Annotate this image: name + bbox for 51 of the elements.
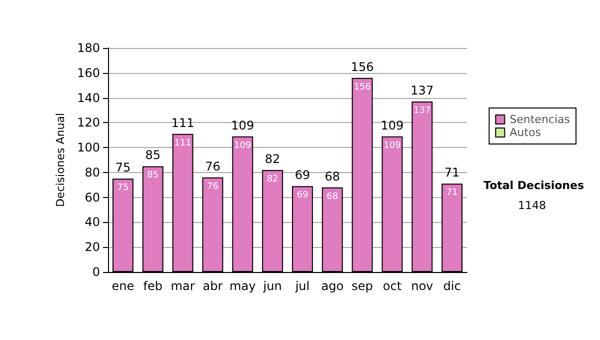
y-tick-label: 180: [77, 41, 100, 55]
text: 1148: [518, 199, 546, 212]
data-label: 68: [326, 192, 338, 202]
total-label: 85: [145, 148, 161, 162]
total-label: 75: [115, 160, 131, 175]
data-label: 71: [446, 188, 458, 198]
total-label: 71: [444, 166, 460, 180]
total-label: 68: [324, 169, 340, 184]
data-label: 111: [174, 138, 192, 148]
total-label: 69: [294, 168, 310, 182]
y-tick-label: 40: [84, 215, 100, 230]
legend-label: Autos: [510, 126, 542, 139]
total-label: 111: [171, 116, 194, 130]
x-tick-label: sep: [352, 279, 373, 293]
data-label: 82: [266, 174, 278, 184]
x-tick-label: feb: [143, 279, 162, 293]
text: Total Decisiones: [484, 179, 584, 192]
y-tick-label: 120: [77, 116, 100, 130]
y-tick-label: 80: [84, 165, 100, 180]
y-axis-title: Decisiones Anual: [54, 112, 68, 208]
data-label: 69: [296, 190, 308, 201]
x-tick-label: jun: [262, 279, 282, 293]
x-tick-label: nov: [411, 279, 434, 293]
y-tick-label: 0: [92, 265, 100, 279]
data-label: 85: [147, 170, 159, 181]
x-tick-label: ene: [112, 279, 134, 293]
data-label: 76: [206, 182, 219, 192]
data-label: 109: [384, 140, 402, 151]
data-label: 75: [117, 183, 129, 194]
x-tick-label: mar: [170, 279, 195, 293]
data-label: 137: [414, 106, 431, 116]
total-label: 109: [380, 118, 404, 132]
total-label: 156: [350, 60, 374, 74]
total-label: 82: [264, 152, 280, 166]
data-label: 109: [234, 140, 252, 151]
y-tick-label: 160: [77, 66, 100, 80]
total-label: 137: [410, 84, 434, 98]
x-tick-label: jul: [294, 279, 310, 293]
x-tick-label: dic: [443, 279, 461, 293]
x-tick-label: abr: [202, 279, 223, 293]
data-label: 156: [354, 82, 372, 92]
y-tick-label: 140: [77, 90, 100, 105]
y-tick-label: 100: [77, 140, 100, 155]
y-tick-label: 60: [84, 190, 100, 204]
x-tick-label: may: [230, 279, 256, 293]
legend-label: Sentencias: [510, 113, 570, 126]
x-tick-label: oct: [382, 279, 402, 293]
total-label: 109: [231, 118, 254, 132]
total-label: 76: [205, 159, 220, 174]
y-tick-label: 20: [84, 240, 100, 254]
x-tick-label: ago: [321, 279, 344, 293]
